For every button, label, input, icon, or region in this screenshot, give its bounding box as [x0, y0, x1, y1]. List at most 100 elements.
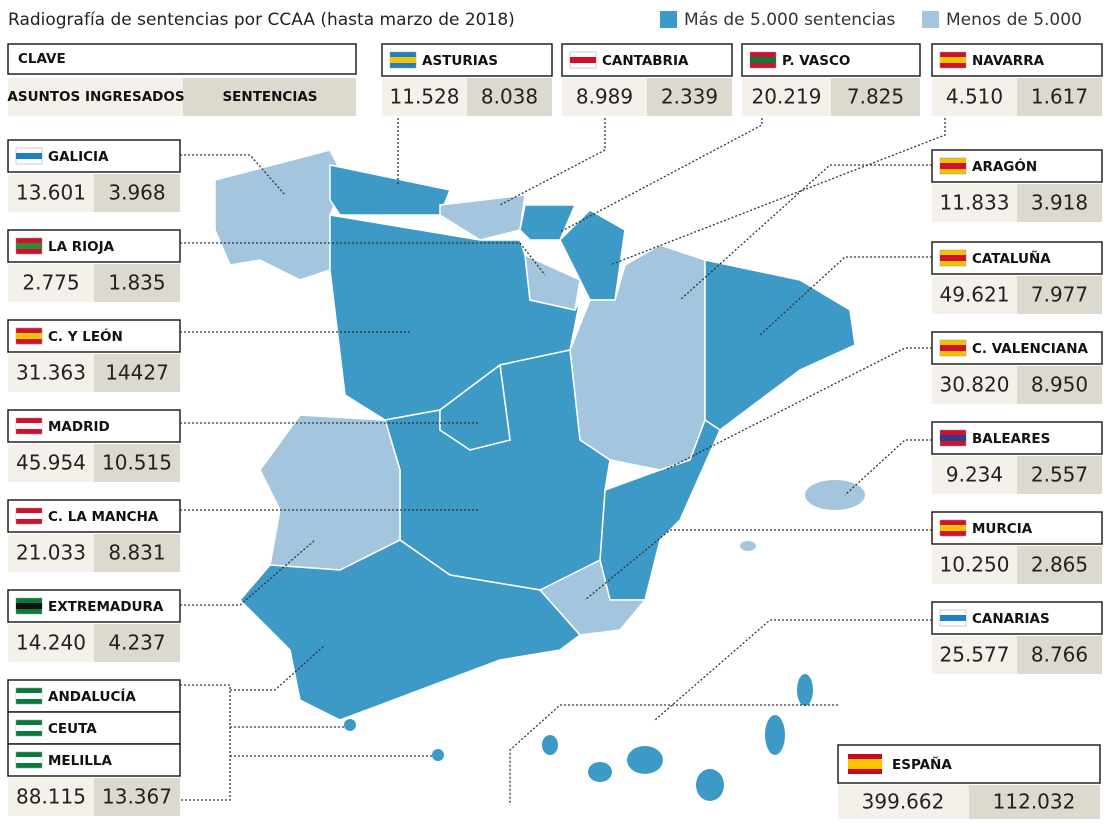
ingresados-value: 2.775: [22, 271, 79, 295]
ingresados-value: 88.115: [16, 785, 86, 809]
region-name: MADRID: [48, 419, 110, 435]
region-name: CATALUÑA: [972, 250, 1051, 267]
flag: [16, 757, 42, 763]
sentencias-value: 10.515: [102, 451, 172, 475]
total-ingresados: 399.662: [862, 790, 945, 814]
flag: [848, 759, 882, 769]
ingresados-value: 49.621: [940, 283, 1010, 307]
ingresados-value: 8.989: [576, 85, 633, 109]
sentencias-value: 8.766: [1031, 643, 1088, 667]
region-name: BALEARES: [972, 431, 1050, 447]
title: Radiografía de sentencias por CCAA (hast…: [8, 10, 515, 30]
region-label-box: [931, 421, 1103, 455]
sentencias-value: 8.831: [108, 541, 165, 565]
sentencias-cell: [831, 78, 920, 116]
sentencias-cell: [94, 174, 180, 212]
flag: [940, 57, 966, 63]
ingresados-cell: [382, 78, 467, 116]
region-box: GALICIA 13.601 3.968: [7, 139, 181, 212]
sentencias-cell: [1017, 184, 1102, 222]
sentencias-cell: [1017, 456, 1102, 494]
key-box: [7, 43, 357, 75]
sentencias-cell: [94, 444, 180, 482]
ingresados-cell: [742, 78, 831, 116]
flag: [940, 255, 966, 261]
map: [214, 149, 865, 801]
region-box: CANARIAS 25.577 8.766: [931, 601, 1103, 674]
region-name: CEUTA: [48, 721, 97, 737]
ingresados-cell: [932, 456, 1017, 494]
ingresados-cell: [932, 546, 1017, 584]
flag: [16, 333, 42, 339]
ingresados-value: 45.954: [16, 451, 86, 475]
sentencias-value: 7.825: [847, 85, 904, 109]
ingresados-cell: [8, 624, 94, 662]
flag: [16, 423, 42, 429]
leader-lines: [180, 118, 946, 805]
cataluna-shape: [704, 259, 856, 431]
region-box: CANTABRIA 8.989 2.339: [561, 43, 733, 116]
flag: [940, 163, 966, 169]
flag: [940, 615, 966, 621]
sentencias-value: 4.237: [108, 631, 165, 655]
region-box: MADRID 45.954 10.515: [7, 409, 181, 482]
asturias-shape: [329, 164, 452, 216]
total-sentencias: 112.032: [993, 790, 1076, 814]
ingresados-cell: [8, 444, 94, 482]
sentencias-cell: [1017, 636, 1102, 674]
region-box: C. Y LEÓN 31.363 14427: [7, 319, 181, 392]
ceuta-shape: [344, 719, 356, 731]
sentencias-cell: [94, 264, 180, 302]
sentencias-cell: [94, 778, 180, 816]
sentencias-cell: [467, 78, 552, 116]
region-box: C. LA MANCHA 21.033 8.831: [7, 499, 181, 572]
ingresados-value: 10.250: [940, 553, 1010, 577]
key-right: SENTENCIAS: [222, 89, 317, 105]
sentencias-value: 3.918: [1031, 191, 1088, 215]
ingresados-value: 20.219: [752, 85, 822, 109]
flag: [16, 603, 42, 609]
ingresados-cell: [562, 78, 647, 116]
ingresados-value: 9.234: [946, 463, 1003, 487]
ingresados-cell: [8, 534, 94, 572]
flag: [16, 693, 42, 699]
sentencias-value: 2.865: [1031, 553, 1088, 577]
flag: [16, 513, 42, 519]
ingresados-cell: [932, 184, 1017, 222]
region-box: CATALUÑA 49.621 7.977: [931, 241, 1103, 314]
flag: [16, 153, 42, 159]
sentencias-value: 8.038: [481, 85, 538, 109]
total-box: ESPAÑA 399.662 112.032: [837, 744, 1101, 819]
region-name: LA RIOJA: [48, 239, 115, 255]
cyleon-shape: [329, 214, 581, 421]
madrid-shape: [439, 363, 511, 451]
key-left: ASUNTOS INGRESADOS: [7, 89, 184, 105]
flag: [16, 725, 42, 731]
sentencias-value: 1.835: [108, 271, 165, 295]
ingresados-cell: [8, 778, 94, 816]
flag: [750, 57, 776, 63]
region-name: ASTURIAS: [422, 53, 498, 69]
sentencias-cell: [1017, 366, 1102, 404]
ingresados-cell: [8, 174, 94, 212]
ingresados-value: 25.577: [940, 643, 1010, 667]
ingresados-cell: [8, 264, 94, 302]
ingresados-cell: [932, 636, 1017, 674]
baleares-shape: [805, 480, 865, 510]
region-name: GALICIA: [48, 149, 109, 165]
region-label-box: [931, 241, 1103, 275]
sentencias-cell: [1017, 78, 1102, 116]
ingresados-value: 11.833: [940, 191, 1010, 215]
melilla-shape: [432, 749, 444, 761]
region-name: C. Y LEÓN: [48, 327, 123, 345]
galicia-shape: [214, 149, 346, 281]
region-box: BALEARES 9.234 2.557: [931, 421, 1103, 494]
sentencias-cell: [1017, 276, 1102, 314]
sentencias-value: 13.367: [102, 785, 172, 809]
region-box: NAVARRA 4.510 1.617: [931, 43, 1103, 116]
sentencias-cell: [94, 354, 180, 392]
ingresados-cell: [932, 276, 1017, 314]
region-box: MURCIA 10.250 2.865: [931, 511, 1103, 584]
extremadura-shape: [259, 414, 401, 571]
sentencias-value: 2.557: [1031, 463, 1088, 487]
